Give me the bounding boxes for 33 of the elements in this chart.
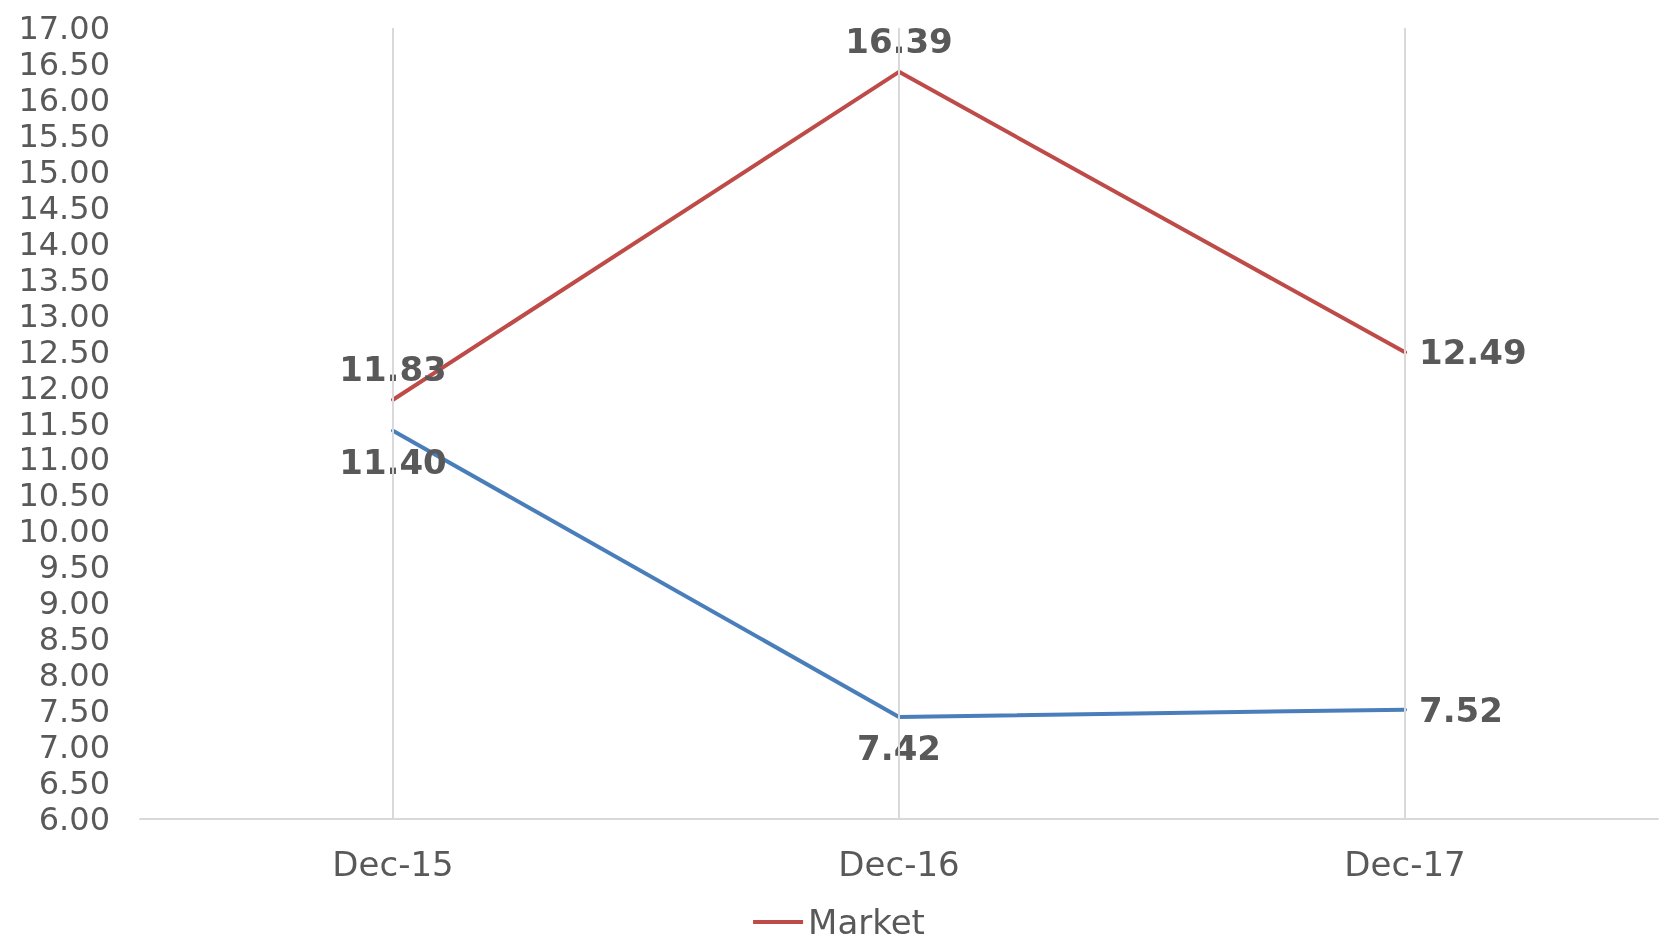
y-tick-label: 12.50 <box>18 332 110 371</box>
y-tick-label: 17.00 <box>18 9 110 47</box>
y-tick-label: 14.50 <box>18 188 110 227</box>
y-tick-label: 15.50 <box>18 116 110 155</box>
data-label: 12.49 <box>1419 332 1527 373</box>
y-tick-label: 16.00 <box>18 80 110 119</box>
y-tick-label: 12.00 <box>18 368 110 407</box>
data-label: 16.39 <box>845 20 953 61</box>
y-tick-label: 8.00 <box>38 656 110 695</box>
y-tick-label: 10.50 <box>18 476 110 515</box>
y-tick-label: 7.00 <box>38 728 110 767</box>
y-tick-label: 11.50 <box>18 404 110 443</box>
data-label: 7.42 <box>857 727 941 768</box>
y-tick-label: 9.00 <box>38 584 110 623</box>
y-tick-label: 7.50 <box>38 692 110 731</box>
y-tick-label: 9.50 <box>38 548 110 587</box>
x-tick-label: Dec-17 <box>1344 844 1466 884</box>
y-tick-label: 15.00 <box>18 152 110 191</box>
data-label: 11.40 <box>339 441 447 482</box>
data-label: 11.83 <box>339 348 447 389</box>
y-tick-label: 16.50 <box>18 44 110 83</box>
y-tick-label: 8.50 <box>38 620 110 659</box>
y-tick-label: 10.00 <box>18 512 110 551</box>
y-tick-label: 13.00 <box>18 296 110 335</box>
x-tick-label: Dec-15 <box>332 844 454 884</box>
y-tick-label: 6.00 <box>38 800 110 838</box>
x-tick-label: Dec-16 <box>838 844 960 884</box>
y-tick-label: 11.00 <box>18 440 110 479</box>
legend-label: Market <box>808 902 925 942</box>
data-label: 7.52 <box>1419 689 1503 730</box>
y-tick-label: 13.50 <box>18 260 110 299</box>
y-tick-label: 6.50 <box>38 764 110 803</box>
y-tick-label: 14.00 <box>18 224 110 263</box>
